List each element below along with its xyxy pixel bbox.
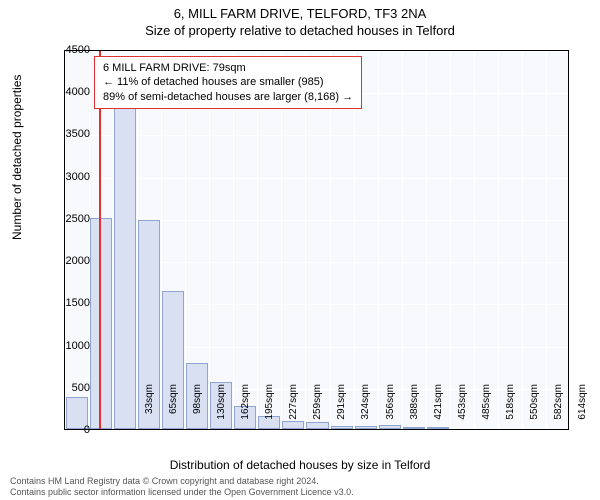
y-axis-label: Number of detached properties [10,75,24,240]
x-tick-label: 614sqm [577,384,588,434]
footer-line2: Contains public sector information licen… [10,487,354,498]
footer-line1: Contains HM Land Registry data © Crown c… [10,476,354,487]
x-tick-label: 388sqm [409,384,420,434]
grid-line-v [450,51,451,429]
x-tick-label: 195sqm [264,384,275,434]
y-tick-label: 1500 [50,297,90,309]
chart-title-sub: Size of property relative to detached ho… [0,21,600,38]
grid-line-v [65,51,66,429]
x-tick-label: 421sqm [433,384,444,434]
x-tick-label: 356sqm [385,384,396,434]
annotation-box: 6 MILL FARM DRIVE: 79sqm ← 11% of detach… [94,56,362,109]
grid-line-v [522,51,523,429]
grid-line-v [474,51,475,429]
grid-line-v [498,51,499,429]
y-tick-label: 2000 [50,255,90,267]
chart-container: 6 MILL FARM DRIVE: 79sqm ← 11% of detach… [64,50,569,430]
footer-text: Contains HM Land Registry data © Crown c… [10,476,354,498]
x-tick-label: 65sqm [168,384,179,434]
annotation-line2: ← 11% of detached houses are smaller (98… [103,75,353,89]
x-tick-label: 33sqm [144,384,155,434]
grid-line-v [426,51,427,429]
x-tick-label: 259sqm [312,384,323,434]
histogram-bar [114,87,136,429]
y-tick-label: 3000 [50,171,90,183]
y-tick-label: 0 [50,424,90,436]
annotation-line1: 6 MILL FARM DRIVE: 79sqm [103,61,353,75]
y-tick-label: 2500 [50,213,90,225]
annotation-line3: 89% of semi-detached houses are larger (… [103,90,353,104]
x-tick-label: 130sqm [216,384,227,434]
x-tick-label: 98sqm [192,384,203,434]
y-tick-label: 3500 [50,128,90,140]
x-axis-label: Distribution of detached houses by size … [0,458,600,472]
y-tick-label: 4500 [50,44,90,56]
x-tick-label: 582sqm [553,384,564,434]
grid-line-v [402,51,403,429]
y-tick-label: 500 [50,382,90,394]
grid-line-h [65,178,568,179]
y-tick-label: 4000 [50,86,90,98]
x-tick-label: 291sqm [336,384,347,434]
y-tick-label: 1000 [50,340,90,352]
grid-line-v [546,51,547,429]
x-tick-label: 550sqm [529,384,540,434]
grid-line-h [65,135,568,136]
x-tick-label: 324sqm [360,384,371,434]
x-tick-label: 485sqm [481,384,492,434]
grid-line-v [378,51,379,429]
x-tick-label: 227sqm [288,384,299,434]
x-tick-label: 518sqm [505,384,516,434]
x-tick-label: 453sqm [457,384,468,434]
x-tick-label: 162sqm [240,384,251,434]
grid-line-h [65,51,568,52]
chart-title-main: 6, MILL FARM DRIVE, TELFORD, TF3 2NA [0,0,600,21]
